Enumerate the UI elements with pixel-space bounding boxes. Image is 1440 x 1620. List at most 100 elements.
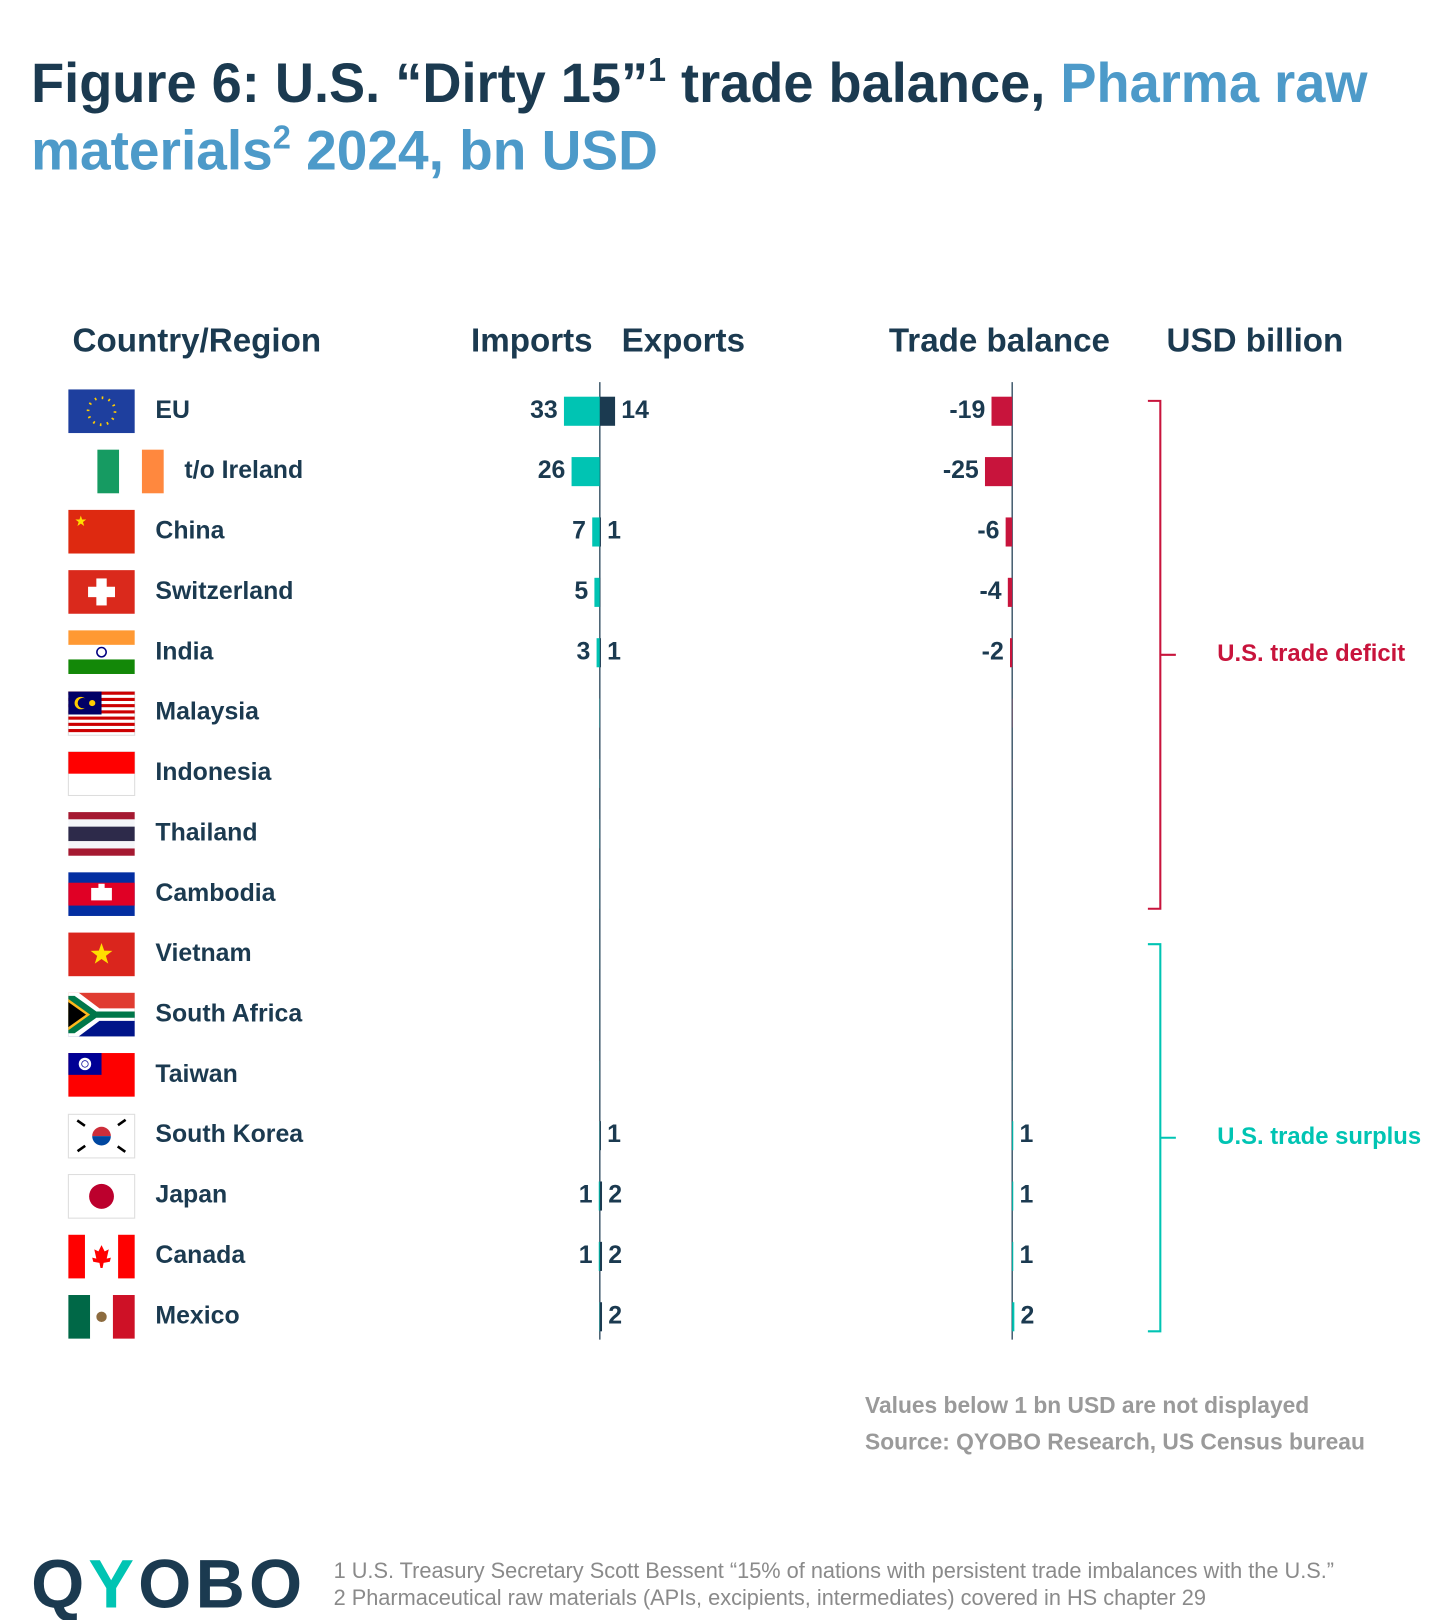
bar <box>598 1241 600 1271</box>
flags <box>67 389 164 1339</box>
note: Values below 1 bn USD are not displayed <box>865 1392 1309 1418</box>
flag <box>68 1234 135 1279</box>
title-segment: materials <box>31 119 273 182</box>
value-label: 1 <box>607 1120 621 1148</box>
flag <box>68 630 135 674</box>
bar <box>599 1181 603 1211</box>
value-label: 1 <box>607 637 621 665</box>
category-label: India <box>155 637 213 665</box>
logo-part: OBO <box>138 1546 306 1620</box>
flag <box>67 751 136 797</box>
flag <box>68 1295 135 1339</box>
logo: QYOBO <box>31 1546 306 1620</box>
value-label: -4 <box>980 577 1002 605</box>
value-label: 7 <box>572 517 586 545</box>
bar <box>1012 1241 1014 1271</box>
flag <box>68 812 135 856</box>
bar <box>592 517 600 547</box>
category-label: South Korea <box>155 1120 303 1148</box>
column-header: Imports <box>471 322 593 359</box>
flag <box>68 509 135 554</box>
value-label: 5 <box>574 577 588 605</box>
flag <box>67 1174 136 1219</box>
bar <box>599 517 601 547</box>
flag <box>68 992 135 1037</box>
bar <box>599 396 616 426</box>
value-label: 2 <box>608 1301 622 1329</box>
flag <box>68 389 135 434</box>
bar <box>598 1181 600 1211</box>
category-label: t/o Ireland <box>184 456 303 484</box>
bar <box>1007 577 1013 607</box>
bar <box>571 457 600 487</box>
category-label: South Africa <box>155 999 302 1027</box>
title-segment: 2024, bn USD <box>291 119 658 182</box>
value-label: 1 <box>1019 1241 1033 1269</box>
bar <box>1012 1302 1015 1332</box>
bar <box>599 1302 603 1332</box>
category-label: Indonesia <box>155 758 271 786</box>
category-label: EU <box>155 396 190 424</box>
bar <box>599 577 601 607</box>
logo-part: Y <box>88 1546 138 1620</box>
category-label: China <box>155 517 224 545</box>
flag <box>67 1113 136 1159</box>
bar <box>1009 638 1013 668</box>
flag <box>97 449 164 494</box>
category-label: Mexico <box>155 1301 239 1329</box>
category-label: Vietnam <box>155 939 251 967</box>
value-label: 2 <box>1021 1301 1035 1329</box>
value-label: -25 <box>943 456 979 484</box>
category-label: Taiwan <box>155 1060 237 1088</box>
category-label: Canada <box>155 1241 245 1269</box>
value-label: -6 <box>977 517 999 545</box>
value-label: 1 <box>607 517 621 545</box>
bar <box>596 638 600 668</box>
bracket <box>1147 399 1176 910</box>
category-label: Thailand <box>155 818 257 846</box>
column-header: Exports <box>622 322 745 359</box>
bar <box>563 396 600 426</box>
value-label: 2 <box>608 1241 622 1269</box>
category-label: Malaysia <box>155 698 259 726</box>
value-label: 1 <box>1019 1120 1033 1148</box>
chart-body: Figure 6: U.S. “Dirty 15”1 trade balance… <box>31 50 1421 1620</box>
title-line: materials2 2024, bn USD <box>31 118 658 181</box>
value-label: 1 <box>579 1181 593 1209</box>
bar <box>599 1121 601 1151</box>
annotation: U.S. trade deficit <box>1217 640 1405 667</box>
bar <box>1012 1121 1014 1151</box>
bar <box>1005 517 1013 547</box>
footnote: 1 U.S. Treasury Secretary Scott Bessent … <box>334 1558 1334 1583</box>
value-label: 26 <box>538 456 566 484</box>
bar <box>599 638 601 668</box>
value-label: 1 <box>1019 1181 1033 1209</box>
category-label: Cambodia <box>155 879 275 907</box>
title-segment: trade balance, <box>666 51 1060 114</box>
title-segment: 1 <box>648 50 666 88</box>
bar <box>1012 1181 1014 1211</box>
note: Source: QYOBO Research, US Census bureau <box>865 1429 1365 1455</box>
column-header: Country/Region <box>73 322 322 359</box>
logo-part: Q <box>31 1546 88 1620</box>
value-label: -19 <box>949 396 985 424</box>
bar <box>594 577 600 607</box>
annotation: U.S. trade surplus <box>1217 1123 1421 1150</box>
bar <box>984 457 1013 487</box>
flag <box>67 691 136 736</box>
category-label: Switzerland <box>155 577 293 605</box>
column-header: Trade balance <box>889 322 1110 359</box>
category-label: Japan <box>155 1181 227 1209</box>
flag <box>68 872 135 916</box>
value-label: 2 <box>608 1181 622 1209</box>
title: Figure 6: U.S. “Dirty 15”1 trade balance… <box>31 50 1368 181</box>
column-header: USD billion <box>1167 322 1344 359</box>
footnote: 2 Pharmaceutical raw materials (APIs, ex… <box>334 1585 1206 1610</box>
value-label: 3 <box>577 637 591 665</box>
value-label: 1 <box>579 1241 593 1269</box>
logo-text: QYOBO <box>31 1546 306 1620</box>
value-label: 14 <box>621 396 649 424</box>
bar <box>599 1241 603 1271</box>
